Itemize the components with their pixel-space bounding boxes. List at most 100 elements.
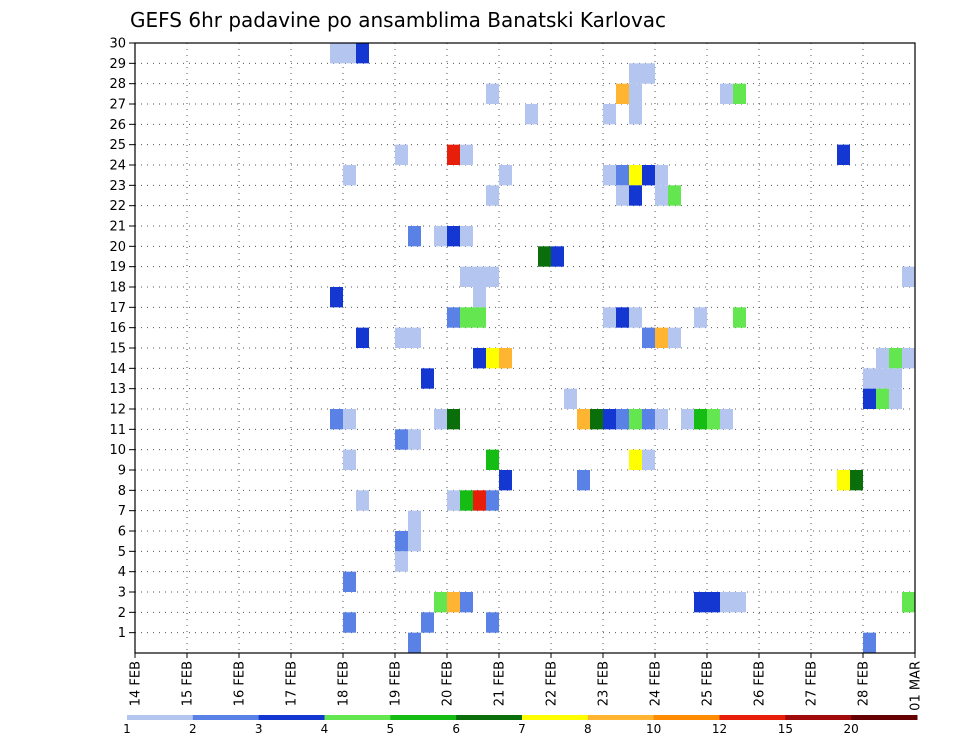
heatmap-cell [434,592,447,613]
heatmap-cell [616,307,629,328]
heatmap-cell [356,490,369,511]
colorbar-segment [192,715,260,720]
heatmap-cell [486,449,499,470]
colorbar-segment [127,715,194,720]
colorbar-segment [324,715,391,720]
colorbar-segment [587,715,655,720]
heatmap-cell [434,226,447,247]
heatmap-cell [473,307,486,328]
heatmap-cell [460,307,473,328]
x-tick-label: 21 FEB [493,661,508,706]
heatmap-cell [694,592,707,613]
colorbar-segment [653,715,720,720]
heatmap-cell [395,429,408,450]
heatmap-cell [590,409,603,430]
y-tick-label: 14 [109,362,126,377]
heatmap-cell [902,592,915,613]
heatmap-cell [629,409,642,430]
y-tick-label: 3 [118,586,126,601]
x-tick-label: 26 FEB [753,661,768,706]
heatmap-cell [486,348,499,369]
heatmap-cell [681,409,694,430]
heatmap-cell [603,409,616,430]
chart-title: GEFS 6hr padavine po ansamblima Banatski… [130,8,666,32]
heatmap-cell [343,43,356,64]
heatmap-cell [473,287,486,308]
heatmap-cell [343,612,356,633]
heatmap-cell [668,185,681,206]
colorbar-label: 12 [712,722,727,736]
x-axis-ticks: 14 FEB 15 FEB 16 FEB 17 FEB 18 FEB 19 FEB 20 F… [129,653,924,711]
heatmap-cell [343,571,356,592]
heatmap-cell [330,409,343,430]
heatmap-cell [564,388,577,409]
y-tick-label: 17 [109,301,126,316]
heatmap-cell [863,388,876,409]
colorbar-segment [390,715,457,720]
heatmap-cell [694,409,707,430]
heatmap-cell [720,592,733,613]
heatmap-cell [603,104,616,125]
heatmap-cell [889,388,902,409]
heatmap-cell [499,470,512,491]
heatmap-cell [629,307,642,328]
heatmap-cell [395,551,408,572]
colorbar-segment [851,715,918,720]
x-tick-label: 15 FEB [181,661,196,706]
heatmap-cell [421,612,434,633]
heatmap-cell [733,307,746,328]
x-tick-label: 25 FEB [701,661,716,706]
heatmap-cell [902,348,915,369]
heatmap-cell [889,348,902,369]
heatmap-cell [629,83,642,104]
heatmap-cell [642,327,655,348]
y-tick-label: 29 [109,57,126,72]
heatmap-cell [499,165,512,186]
heatmap-cell [707,592,720,613]
heatmap-cell [421,368,434,389]
heatmap-cell [603,165,616,186]
heatmap-cell [603,307,616,328]
y-tick-label: 19 [109,260,126,275]
y-tick-label: 20 [109,240,126,255]
heatmap-cell [902,266,915,287]
heatmap-cell [395,144,408,165]
x-tick-label: 14 FEB [129,661,144,706]
heatmap-cell [616,83,629,104]
heatmap-cell [395,531,408,552]
heatmap-cell [330,43,343,64]
colorbar-label: 6 [452,722,460,736]
y-tick-label: 28 [109,77,126,92]
heatmap-cell [460,226,473,247]
heatmap-cell [876,348,889,369]
heatmap-cell [460,490,473,511]
y-tick-label: 5 [118,545,126,560]
heatmap-cell [629,165,642,186]
heatmap-cell [447,409,460,430]
y-tick-label: 13 [109,382,126,397]
y-tick-label: 23 [109,179,126,194]
colorbar-label: 15 [778,722,793,736]
colorbar-label: 8 [584,722,592,736]
heatmap-cell [876,368,889,389]
heatmap-cell [408,327,421,348]
y-tick-label: 4 [118,565,126,580]
heatmap-cell [642,63,655,84]
heatmap-cell [343,165,356,186]
heatmap-cell [460,266,473,287]
heatmap-cell [473,266,486,287]
heatmap-cell [447,592,460,613]
heatmap-cell [395,327,408,348]
heatmap-cell [837,470,850,491]
colorbar-label: 2 [189,722,197,736]
y-tick-label: 9 [118,464,126,479]
heatmap-cell [447,144,460,165]
y-tick-label: 11 [109,423,126,438]
heatmap-cell [720,83,733,104]
heatmap-cell [486,185,499,206]
y-tick-label: 6 [118,525,126,540]
x-tick-label: 20 FEB [441,661,456,706]
heatmap-cell [473,490,486,511]
heatmap-cell [850,470,863,491]
y-tick-label: 26 [109,118,126,133]
